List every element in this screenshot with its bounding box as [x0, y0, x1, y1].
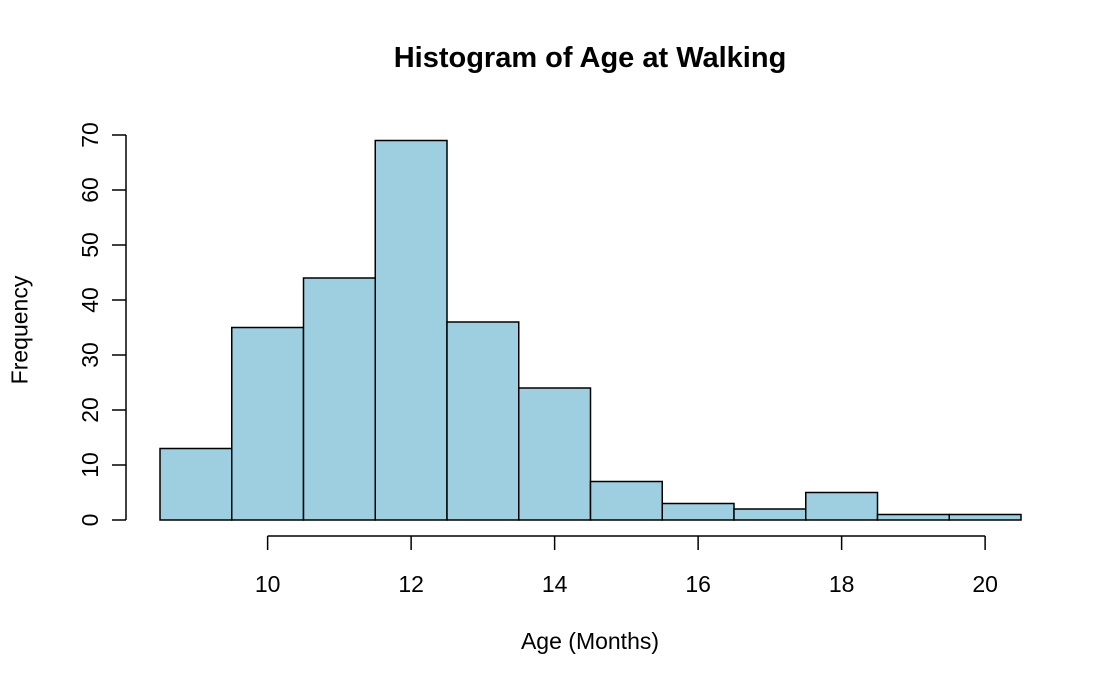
histogram-bar — [805, 491, 879, 521]
histogram-bar — [302, 277, 376, 521]
x-tick-label: 12 — [398, 571, 424, 597]
y-tick-label: 20 — [77, 397, 103, 423]
y-tick-label: 60 — [77, 177, 103, 203]
y-axis: 0 10 20 30 40 50 60 70 — [77, 122, 127, 527]
histogram-bar — [948, 513, 1022, 521]
x-tick-label: 10 — [255, 571, 281, 597]
histogram-bar — [374, 139, 448, 521]
x-tick-label: 18 — [829, 571, 855, 597]
bars-group — [159, 139, 1022, 521]
x-tick-label: 14 — [542, 571, 568, 597]
y-tick-label: 0 — [77, 514, 103, 527]
histogram-bar — [876, 513, 950, 521]
histogram-bar — [589, 480, 663, 521]
histogram-bar — [733, 508, 807, 521]
histogram-bar — [518, 387, 592, 521]
y-tick-label: 40 — [77, 287, 103, 313]
chart-title: Histogram of Age at Walking — [393, 42, 787, 74]
x-tick-label: 20 — [972, 571, 998, 597]
histogram-bar — [661, 502, 735, 521]
y-tick-label: 10 — [77, 452, 103, 478]
histogram-bar — [159, 447, 233, 521]
histogram-bar — [446, 321, 520, 521]
y-tick-label: 70 — [77, 122, 103, 148]
histogram-bar — [231, 326, 305, 521]
x-tick-label: 16 — [685, 571, 711, 597]
y-tick-label: 30 — [77, 342, 103, 368]
y-tick-label: 50 — [77, 232, 103, 258]
x-axis: 10 12 14 16 18 20 — [255, 535, 998, 597]
x-axis-label: Age (Months) — [520, 628, 660, 654]
